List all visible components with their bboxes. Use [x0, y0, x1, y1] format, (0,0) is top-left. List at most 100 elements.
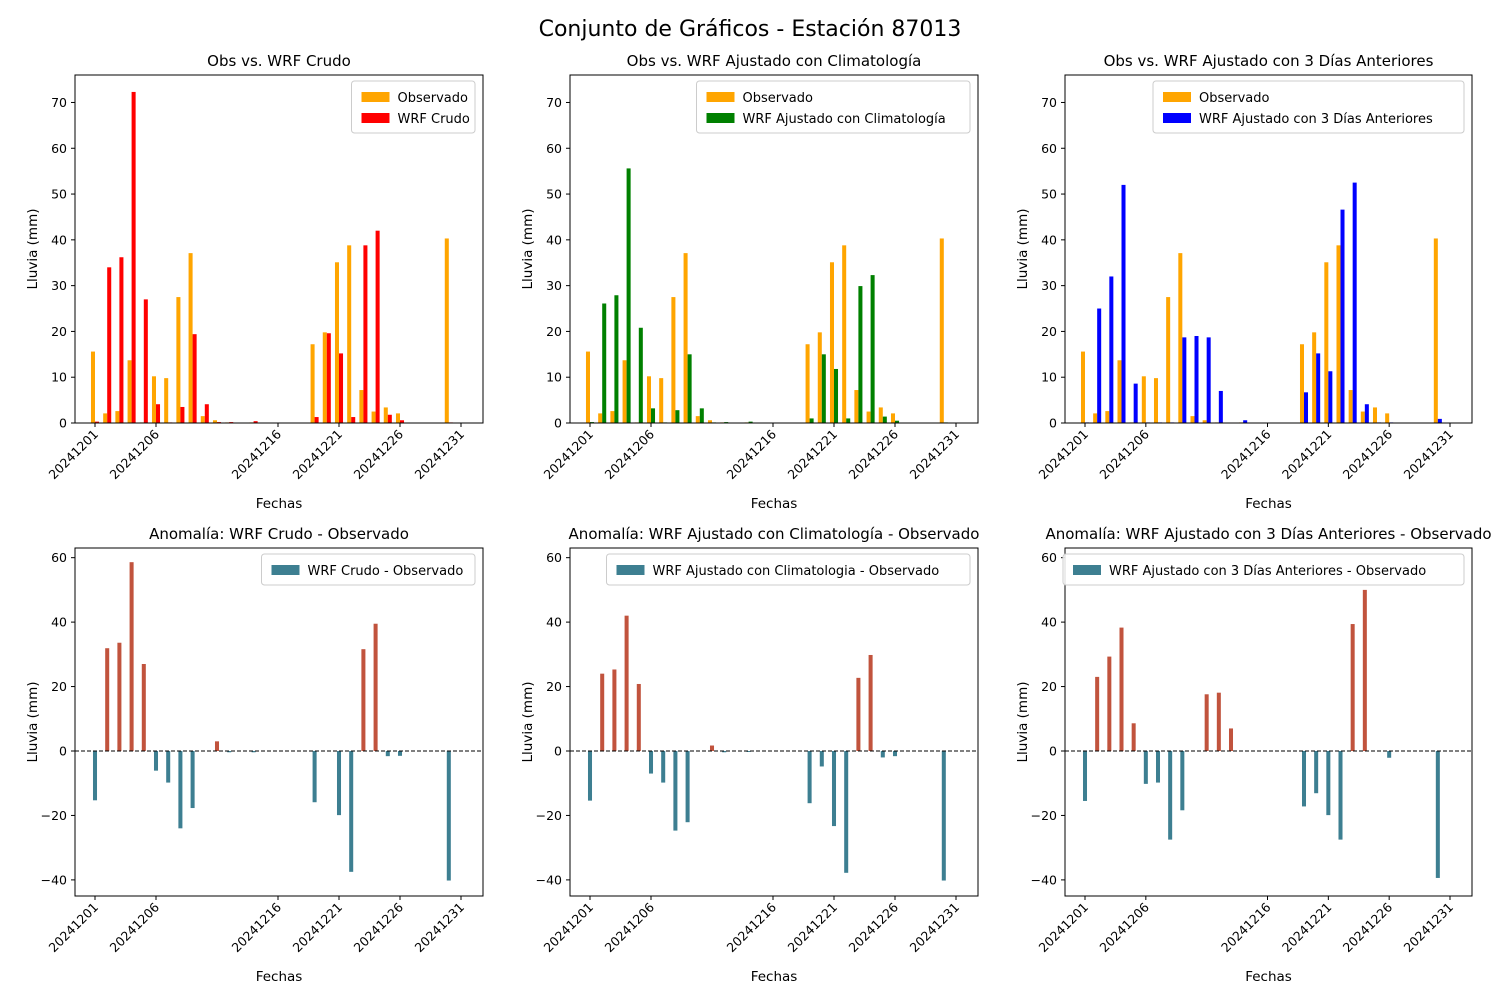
bar [339, 353, 344, 423]
bar [805, 344, 810, 423]
anomaly-bar [1107, 656, 1112, 751]
bar [143, 299, 148, 423]
y-tick-label: −40 [1031, 872, 1057, 887]
bar [310, 344, 315, 423]
legend-box [1152, 80, 1465, 134]
y-tick-label: 20 [51, 679, 67, 694]
bar [687, 354, 692, 423]
legend-swatch [706, 113, 735, 123]
y-tick-label: −20 [41, 808, 67, 823]
bar [1364, 404, 1369, 423]
anomaly-bar [600, 673, 605, 751]
chart-title-3: Obs vs. WRF Ajustado con 3 Días Anterior… [1104, 52, 1434, 70]
bar [164, 378, 169, 423]
x-tick-label: 20241206 [107, 426, 163, 482]
bar [387, 414, 392, 423]
bar [107, 267, 112, 423]
bar [176, 297, 181, 423]
bar [1080, 351, 1085, 423]
bar [1324, 262, 1329, 423]
bar [1360, 411, 1365, 423]
bar [858, 286, 863, 423]
y-tick-label: −40 [536, 872, 562, 887]
bar [1117, 360, 1122, 423]
y-tick-label: 20 [1041, 679, 1057, 694]
x-tick-label: 20241226 [351, 426, 407, 482]
x-tick-label: 20241231 [907, 427, 963, 483]
bar [395, 413, 400, 423]
anomaly-bar [648, 751, 654, 774]
y-tick-label: 10 [546, 370, 562, 385]
bar [1299, 344, 1304, 423]
anomaly-bar [844, 751, 849, 873]
bar [1312, 332, 1317, 423]
anomaly-bar [1095, 676, 1100, 751]
x-tick-label: 20241206 [1096, 899, 1152, 955]
bar [200, 416, 205, 423]
x-tick-label: 20241201 [46, 427, 102, 483]
bar [1093, 413, 1098, 423]
bar [895, 420, 900, 423]
legend-box [1062, 553, 1465, 586]
y-tick-label: 0 [554, 416, 562, 431]
bar [675, 410, 680, 423]
y-tick-label: −20 [1031, 808, 1057, 823]
legend-box [696, 80, 971, 134]
y-tick-label: 10 [1041, 370, 1057, 385]
bar [1202, 420, 1207, 423]
bar [878, 407, 883, 423]
plot-area-5 [569, 547, 979, 897]
bar [1194, 336, 1199, 423]
legend-swatch [1073, 565, 1101, 575]
x-axis-label-3: Fechas [1245, 496, 1292, 512]
x-tick-label: 20241201 [541, 427, 597, 483]
y-tick-label: 0 [59, 744, 67, 759]
x-tick-label: 20241226 [846, 426, 902, 482]
x-tick-label: 20241216 [229, 899, 285, 955]
bar [1190, 416, 1195, 423]
bar [829, 262, 834, 423]
x-tick-label: 20241201 [1036, 900, 1092, 956]
bar [371, 411, 376, 423]
anomaly-bar [105, 648, 110, 751]
x-tick-label: 20241226 [846, 899, 902, 955]
bar [598, 413, 603, 423]
y-tick-label: 0 [1049, 744, 1057, 759]
anomaly-bar [746, 751, 751, 752]
anomaly-bar [624, 615, 629, 751]
y-tick-label: 20 [1041, 324, 1057, 339]
bar [351, 417, 356, 423]
x-tick-label: 20241231 [412, 427, 468, 483]
bar [1153, 378, 1158, 423]
y-tick-label: 40 [546, 232, 562, 247]
bar [1243, 420, 1248, 423]
bar [646, 376, 651, 423]
y-axis-label-2: Lluvia (mm) [520, 209, 536, 290]
anomaly-bar [385, 751, 390, 757]
bar [1182, 337, 1187, 423]
anomaly-bar [1143, 751, 1148, 784]
x-tick-label: 20241206 [1096, 426, 1152, 482]
y-tick-label: 20 [546, 679, 562, 694]
chart-title-2: Obs vs. WRF Ajustado con Climatología [627, 52, 922, 70]
bar [347, 245, 352, 423]
bar [1166, 297, 1171, 423]
bar [1352, 182, 1357, 423]
y-tick-label: 40 [51, 615, 67, 630]
legend-label: WRF Ajustado con Climatologia - Observad… [653, 564, 940, 579]
anomaly-bar [1435, 751, 1440, 878]
bar [334, 262, 339, 423]
anomaly-bar [880, 751, 885, 758]
x-tick-label: 20241206 [602, 426, 658, 482]
y-tick-label: 40 [546, 615, 562, 630]
legend-swatch [361, 113, 390, 123]
x-tick-label: 20241216 [724, 899, 780, 955]
anomaly-bar [709, 745, 715, 751]
bar [1316, 353, 1321, 423]
bar [1433, 238, 1438, 423]
x-tick-label: 20241221 [1279, 427, 1335, 483]
y-tick-label: 40 [51, 232, 67, 247]
bar [854, 390, 859, 423]
legend-swatch [361, 92, 390, 102]
plot-area-4 [74, 547, 484, 897]
